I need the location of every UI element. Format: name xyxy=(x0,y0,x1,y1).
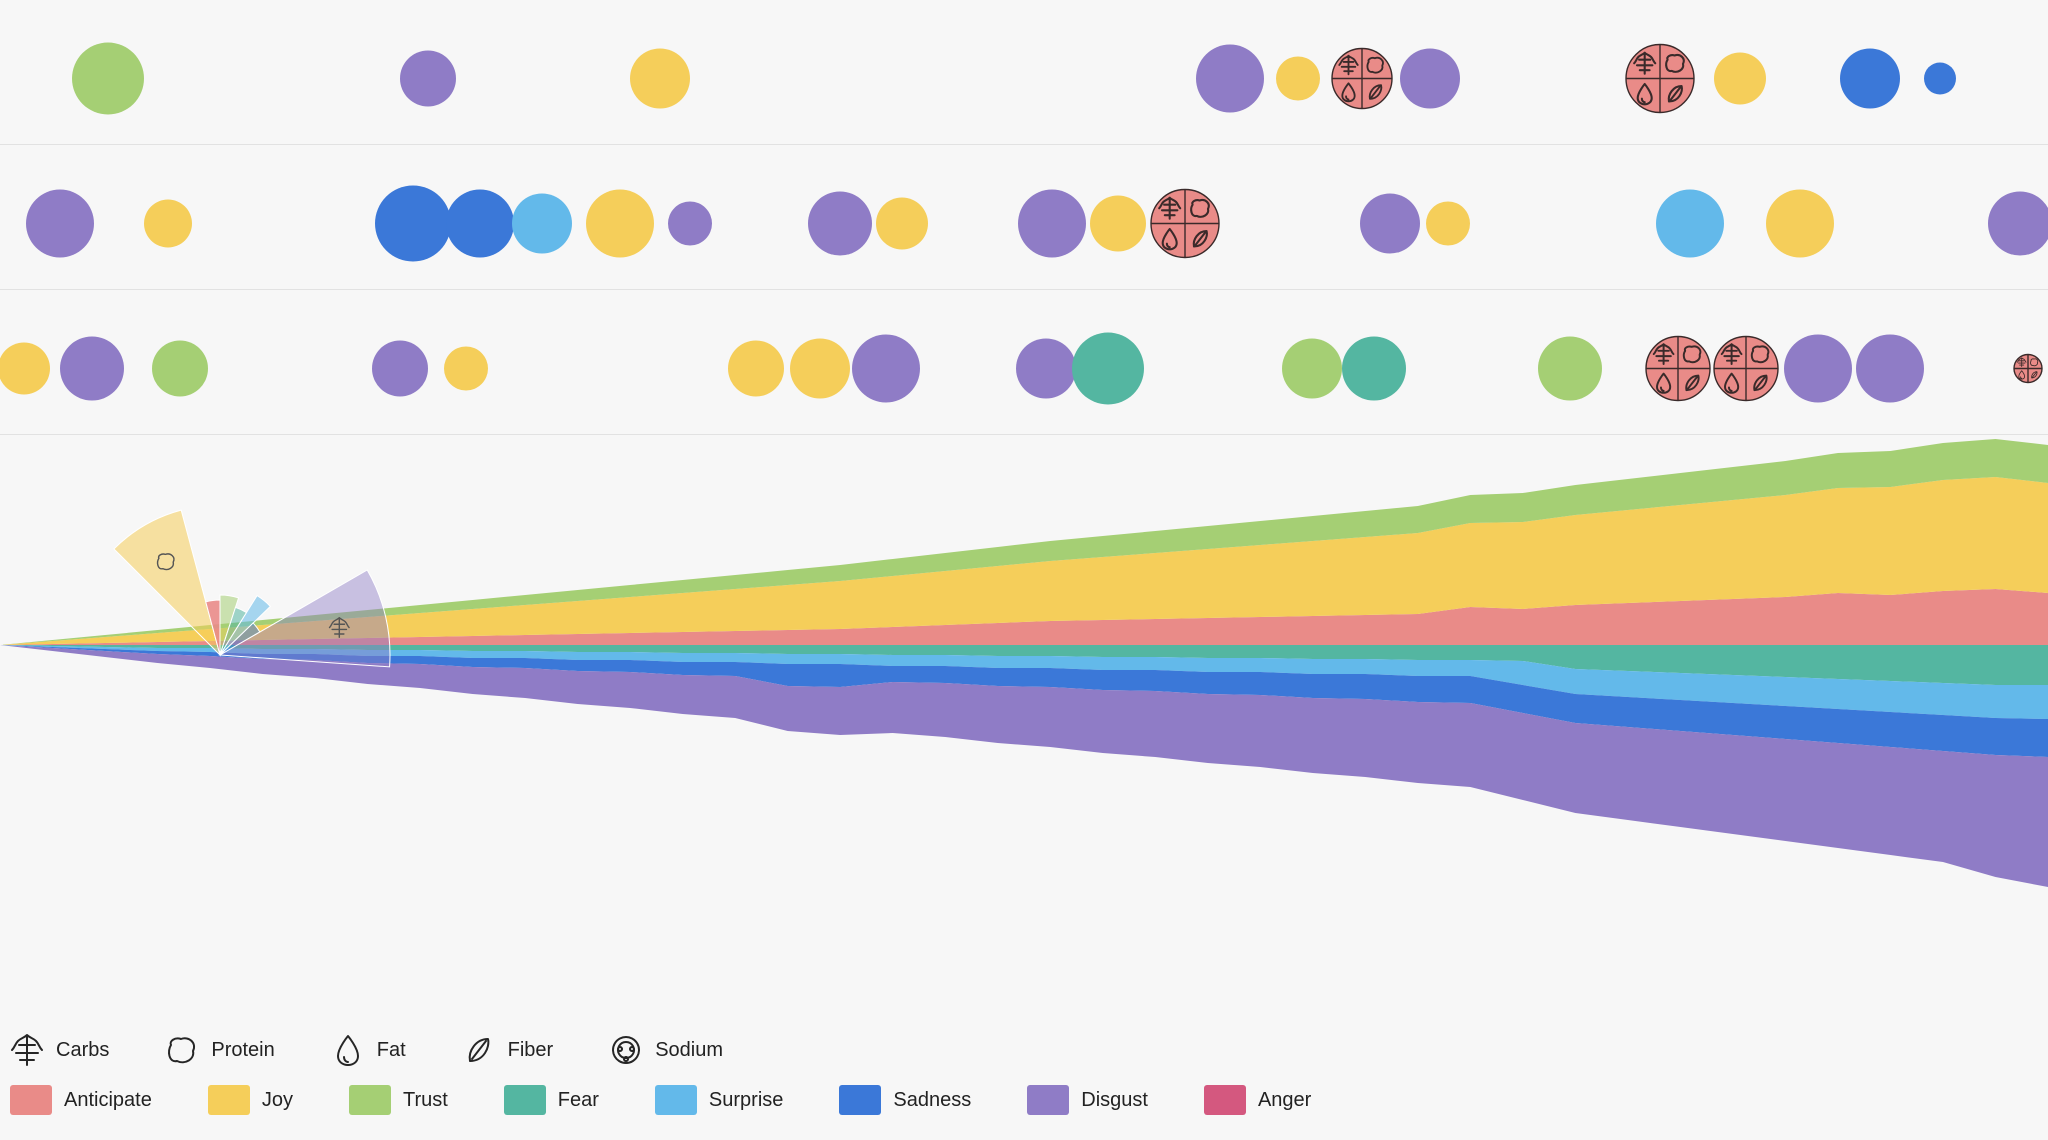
emotion-dot xyxy=(1342,337,1406,401)
fat-icon xyxy=(331,1033,365,1067)
streamgraph-area xyxy=(0,435,2048,1015)
nutrient-pie-marker xyxy=(1646,337,1710,401)
swatch-trust xyxy=(349,1085,391,1115)
emotion-dot xyxy=(1924,63,1956,95)
emotion-dot xyxy=(586,190,654,258)
emotion-dot xyxy=(876,198,928,250)
legend-nutrient-fat: Fat xyxy=(331,1033,406,1067)
legend-label: Protein xyxy=(211,1039,274,1062)
emotion-dot xyxy=(1018,190,1086,258)
legend-label: Fiber xyxy=(508,1039,554,1062)
dot-row-3 xyxy=(0,290,2048,435)
emotion-dot xyxy=(852,335,920,403)
emotion-dot xyxy=(1400,49,1460,109)
emotion-dot xyxy=(1784,335,1852,403)
legend-label: Sodium xyxy=(655,1039,723,1062)
legend-emotion-sadness: Sadness xyxy=(839,1085,971,1115)
legend-label: Fear xyxy=(558,1089,599,1112)
emotion-dot xyxy=(1196,45,1264,113)
legend-emotion-anticipate: Anticipate xyxy=(10,1085,152,1115)
legend-label: Sadness xyxy=(893,1089,971,1112)
fiber-icon xyxy=(462,1033,496,1067)
swatch-joy xyxy=(208,1085,250,1115)
nutrient-pie-marker xyxy=(1151,190,1219,258)
carbs-icon xyxy=(10,1033,44,1067)
legend-label: Surprise xyxy=(709,1089,783,1112)
emotion-dot xyxy=(72,43,144,115)
emotion-dot xyxy=(1766,190,1834,258)
legend-emotion-trust: Trust xyxy=(349,1085,448,1115)
emotion-dot xyxy=(630,49,690,109)
emotion-dot xyxy=(668,202,712,246)
legend-label: Fat xyxy=(377,1039,406,1062)
emotion-dot xyxy=(60,337,124,401)
swatch-fear xyxy=(504,1085,546,1115)
swatch-sadness xyxy=(839,1085,881,1115)
legend-emotion-fear: Fear xyxy=(504,1085,599,1115)
legend-label: Joy xyxy=(262,1089,293,1112)
emotion-dot xyxy=(446,190,514,258)
emotion-dot xyxy=(728,341,784,397)
protein-icon xyxy=(165,1033,199,1067)
dot-row-2 xyxy=(0,145,2048,290)
legend-nutrient-sodium: Sodium xyxy=(609,1033,723,1067)
emotion-dot xyxy=(808,192,872,256)
emotion-dot xyxy=(1282,339,1342,399)
legend: Carbs Protein Fat Fiber Sodium Anticipate Joy… xyxy=(0,1015,2048,1140)
emotion-dot xyxy=(1072,333,1144,405)
swatch-anticipate xyxy=(10,1085,52,1115)
emotion-dot xyxy=(375,186,451,262)
nutrient-pie-marker xyxy=(1332,49,1392,109)
emotion-dot xyxy=(0,343,50,395)
streamgraph xyxy=(0,435,2048,955)
emotion-dot xyxy=(400,51,456,107)
legend-nutrient-protein: Protein xyxy=(165,1033,274,1067)
emotion-dot xyxy=(26,190,94,258)
legend-label: Anticipate xyxy=(64,1089,152,1112)
emotion-dot xyxy=(1840,49,1900,109)
emotion-dot xyxy=(1090,196,1146,252)
swatch-surprise xyxy=(655,1085,697,1115)
emotion-dot xyxy=(790,339,850,399)
swatch-anger xyxy=(1204,1085,1246,1115)
legend-emotion-surprise: Surprise xyxy=(655,1085,783,1115)
nutrient-legend: Carbs Protein Fat Fiber Sodium xyxy=(10,1033,2038,1067)
emotion-dot xyxy=(1016,339,1076,399)
legend-label: Carbs xyxy=(56,1039,109,1062)
emotion-dot xyxy=(512,194,572,254)
emotion-dot xyxy=(372,341,428,397)
emotion-dot xyxy=(1656,190,1724,258)
legend-label: Trust xyxy=(403,1089,448,1112)
emotion-dot xyxy=(152,341,208,397)
emotion-dot xyxy=(1988,192,2048,256)
emotion-dot xyxy=(1276,57,1320,101)
legend-emotion-disgust: Disgust xyxy=(1027,1085,1148,1115)
legend-label: Anger xyxy=(1258,1089,1311,1112)
swatch-disgust xyxy=(1027,1085,1069,1115)
emotion-dot xyxy=(1538,337,1602,401)
emotion-dot xyxy=(444,347,488,391)
emotion-dot xyxy=(1714,53,1766,105)
emotion-legend: Anticipate Joy Trust Fear Surprise Sadness Dis… xyxy=(10,1085,2038,1115)
emotion-dot xyxy=(144,200,192,248)
legend-emotion-joy: Joy xyxy=(208,1085,293,1115)
nutrient-pie-marker xyxy=(1714,337,1778,401)
emotion-dot xyxy=(1426,202,1470,246)
legend-emotion-anger: Anger xyxy=(1204,1085,1311,1115)
legend-nutrient-fiber: Fiber xyxy=(462,1033,554,1067)
emotion-dot xyxy=(1360,194,1420,254)
dot-row-1 xyxy=(0,0,2048,145)
sodium-icon xyxy=(609,1033,643,1067)
emotion-dot xyxy=(1856,335,1924,403)
legend-nutrient-carbs: Carbs xyxy=(10,1033,109,1067)
nutrient-pie-marker xyxy=(2014,355,2042,383)
legend-label: Disgust xyxy=(1081,1089,1148,1112)
nutrient-pie-marker xyxy=(1626,45,1694,113)
